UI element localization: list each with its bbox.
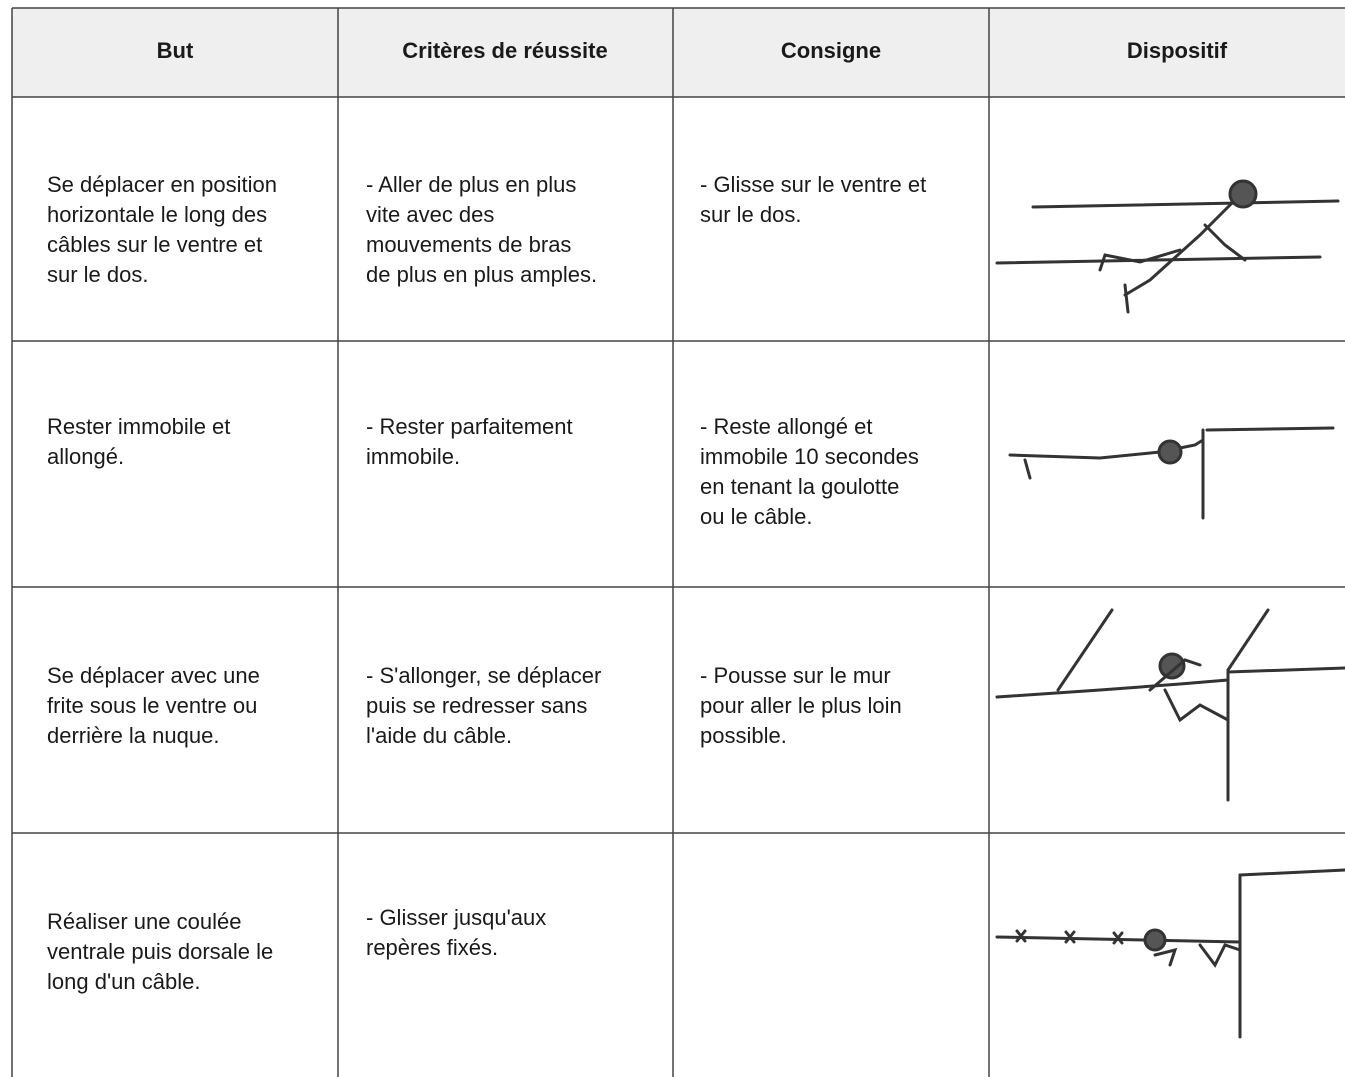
table-cell: - Glisse sur le ventre et sur le dos. <box>700 170 926 230</box>
cell-line: - S'allonger, se déplacer <box>366 663 602 688</box>
cell-line: - Rester parfaitement <box>366 414 573 439</box>
cell-line: repères fixés. <box>366 935 499 960</box>
cell-line: immobile 10 secondes <box>700 444 919 469</box>
table-cell: Réaliser une coulée ventrale puis dorsale… <box>47 907 273 997</box>
cell-line: en tenant la goulotte <box>700 474 900 499</box>
cell-line: - Aller de plus en plus <box>366 172 577 197</box>
cell-line: ventrale puis dorsale le <box>47 939 274 964</box>
cell-line: l'aide du câble. <box>366 723 513 748</box>
table-cell: Se déplacer en position horizontale le lo… <box>47 170 277 290</box>
cell-line: frite sous le ventre ou <box>47 693 258 718</box>
cell-line: allongé. <box>47 444 125 469</box>
drawings <box>995 179 1345 1039</box>
header-cell: Consigne <box>780 38 882 63</box>
cell-line: Rester immobile et <box>47 414 231 439</box>
cell-line: câbles sur le ventre et <box>47 232 263 257</box>
cell-line: Se déplacer en position <box>47 172 277 197</box>
header-cell: But <box>156 38 194 63</box>
drawing-row-3 <box>995 608 1345 802</box>
drawing-row-2 <box>1008 426 1335 520</box>
header-background <box>12 8 1345 97</box>
table-cell: Rester immobile et allongé. <box>47 412 230 472</box>
cell-line: long d'un câble. <box>47 969 201 994</box>
cell-line: horizontale le long des <box>47 202 268 227</box>
cell-line: - Glisser jusqu'aux <box>366 905 547 930</box>
table-cell: - S'allonger, se déplacer puis se redress… <box>366 661 601 751</box>
cell-line: de plus en plus amples. <box>366 262 598 287</box>
cell-line: sur le dos. <box>700 202 802 227</box>
cell-line: - Glisse sur le ventre et <box>700 172 927 197</box>
cell-line: vite avec des <box>366 202 495 227</box>
table-cell: - Reste allongé et immobile 10 secondes en… <box>700 412 919 532</box>
cell-line: - Pousse sur le mur <box>700 663 891 688</box>
cell-line: Se déplacer avec une <box>47 663 260 688</box>
cell-line: - Reste allongé et <box>700 414 873 439</box>
cell-line: puis se redresser sans <box>366 693 588 718</box>
drawing-row-4 <box>995 868 1345 1039</box>
cell-line: Réaliser une coulée <box>47 909 242 934</box>
table-lines <box>11 7 1345 1077</box>
cell-line: immobile. <box>366 444 461 469</box>
cell-line: mouvements de bras <box>366 232 572 257</box>
cell-line: ou le câble. <box>700 504 813 529</box>
cell-line: possible. <box>700 723 787 748</box>
table-cell: - Glisser jusqu'aux repères fixés. <box>366 903 546 963</box>
table-cell: - Aller de plus en plus vite avec des mouv… <box>366 170 597 290</box>
cell-line: pour aller le plus loin <box>700 693 902 718</box>
table-cell: - Pousse sur le mur pour aller le plus lo… <box>700 661 902 751</box>
header-cell: Dispositif <box>1126 38 1228 63</box>
header-cell: Critères de réussite <box>402 38 608 63</box>
drawing-row-1 <box>995 179 1340 314</box>
table-cell: Se déplacer avec une frite sous le ventre… <box>47 661 260 751</box>
cell-line: derrière la nuque. <box>47 723 220 748</box>
table-cell: - Rester parfaitement immobile. <box>366 412 573 472</box>
cell-line: sur le dos. <box>47 262 149 287</box>
